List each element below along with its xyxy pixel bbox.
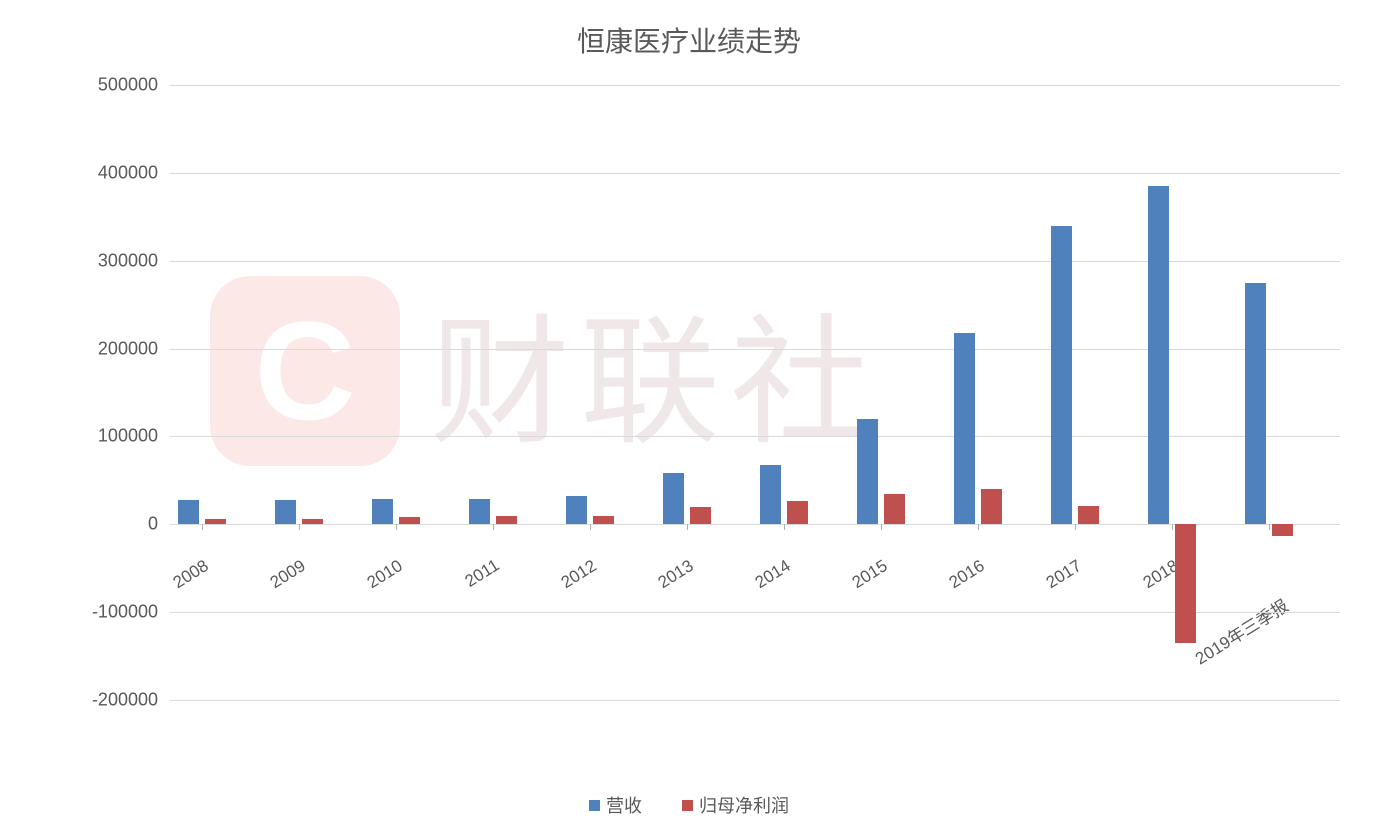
x-tick — [784, 524, 785, 530]
legend-swatch-profit — [682, 800, 693, 811]
bar-profit — [884, 494, 905, 524]
x-tick — [590, 524, 591, 530]
bar-revenue — [1051, 226, 1072, 525]
x-tick — [202, 524, 203, 530]
bar-revenue — [275, 500, 296, 525]
y-axis-label: -200000 — [58, 690, 158, 711]
bar-revenue — [372, 499, 393, 524]
bar-revenue — [663, 473, 684, 524]
gridline — [170, 173, 1340, 174]
legend-item-revenue: 营收 — [589, 792, 642, 818]
x-tick — [881, 524, 882, 530]
bar-revenue — [760, 465, 781, 525]
bar-profit — [1078, 506, 1099, 524]
gridline — [170, 612, 1340, 613]
bar-revenue — [178, 500, 199, 525]
bar-profit — [593, 516, 614, 524]
bar-revenue — [566, 496, 587, 524]
y-axis-label: 100000 — [58, 426, 158, 447]
bar-revenue — [954, 333, 975, 525]
bar-profit — [787, 501, 808, 524]
x-tick — [687, 524, 688, 530]
bar-profit — [496, 516, 517, 524]
gridline — [170, 700, 1340, 701]
x-tick — [1172, 524, 1173, 530]
bar-profit — [690, 507, 711, 525]
chart-title: 恒康医疗业绩走势 — [0, 0, 1378, 60]
x-tick — [1269, 524, 1270, 530]
bar-revenue — [1245, 283, 1266, 525]
x-tick — [978, 524, 979, 530]
y-axis-label: -100000 — [58, 602, 158, 623]
legend-swatch-revenue — [589, 800, 600, 811]
y-axis-label: 500000 — [58, 75, 158, 96]
x-tick — [299, 524, 300, 530]
y-axis-label: 300000 — [58, 250, 158, 271]
y-axis-label: 0 — [58, 514, 158, 535]
bar-profit — [205, 519, 226, 524]
gridline — [170, 524, 1340, 525]
bar-profit — [1175, 524, 1196, 643]
plot-area — [170, 85, 1340, 700]
legend: 营收 归母净利润 — [0, 792, 1378, 818]
bar-profit — [981, 489, 1002, 524]
y-axis-label: 400000 — [58, 162, 158, 183]
chart-container: 恒康医疗业绩走势 C 财联社 营收 归母净利润 -200000-10000001… — [0, 0, 1378, 836]
bar-profit — [1272, 524, 1293, 535]
gridline — [170, 85, 1340, 86]
x-tick — [493, 524, 494, 530]
bar-profit — [399, 517, 420, 524]
bar-revenue — [1148, 186, 1169, 524]
y-axis-label: 200000 — [58, 338, 158, 359]
bar-revenue — [857, 419, 878, 524]
bar-revenue — [469, 499, 490, 524]
bar-profit — [302, 519, 323, 524]
x-tick — [396, 524, 397, 530]
legend-label-profit: 归母净利润 — [699, 792, 789, 818]
legend-label-revenue: 营收 — [606, 792, 642, 818]
x-tick — [1075, 524, 1076, 530]
legend-item-profit: 归母净利润 — [682, 792, 789, 818]
